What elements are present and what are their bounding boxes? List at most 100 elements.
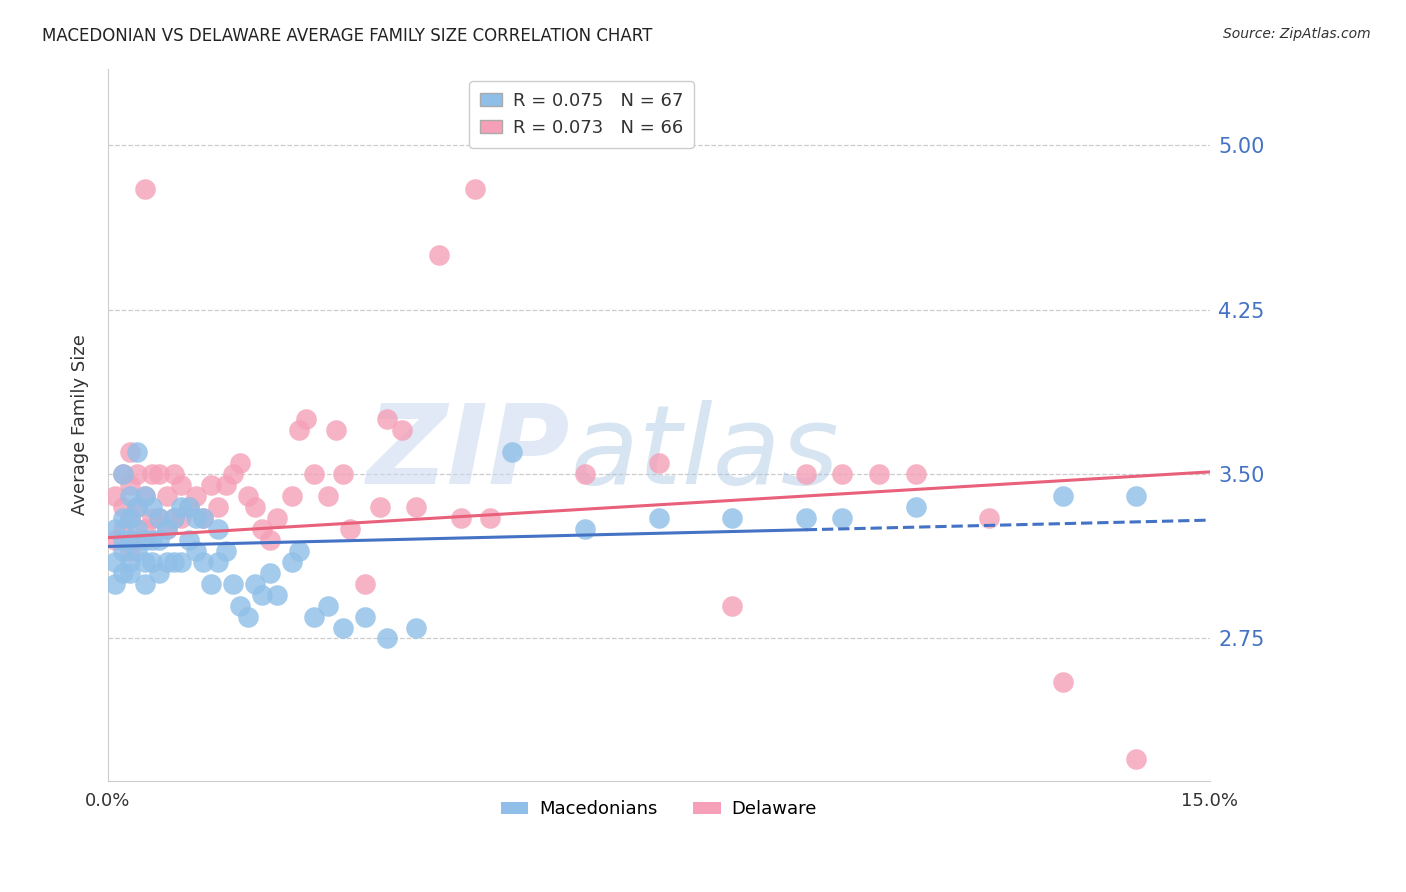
- Point: [868, 467, 890, 481]
- Point: [721, 599, 744, 613]
- Point: [111, 467, 134, 481]
- Point: [1125, 489, 1147, 503]
- Point: [464, 182, 486, 196]
- Point: [794, 511, 817, 525]
- Point: [141, 467, 163, 481]
- Point: [207, 522, 229, 536]
- Point: [170, 511, 193, 525]
- Point: [134, 489, 156, 503]
- Point: [127, 500, 149, 514]
- Point: [288, 544, 311, 558]
- Point: [127, 522, 149, 536]
- Point: [163, 511, 186, 525]
- Point: [574, 522, 596, 536]
- Point: [118, 533, 141, 547]
- Point: [141, 500, 163, 514]
- Point: [141, 533, 163, 547]
- Point: [127, 500, 149, 514]
- Point: [831, 511, 853, 525]
- Point: [200, 478, 222, 492]
- Point: [127, 445, 149, 459]
- Point: [391, 423, 413, 437]
- Point: [111, 522, 134, 536]
- Point: [236, 489, 259, 503]
- Point: [184, 544, 207, 558]
- Point: [904, 500, 927, 514]
- Point: [478, 511, 501, 525]
- Point: [163, 555, 186, 569]
- Point: [193, 511, 215, 525]
- Point: [118, 555, 141, 569]
- Point: [170, 555, 193, 569]
- Point: [243, 500, 266, 514]
- Point: [332, 467, 354, 481]
- Point: [288, 423, 311, 437]
- Point: [252, 588, 274, 602]
- Point: [229, 456, 252, 470]
- Point: [111, 533, 134, 547]
- Text: Source: ZipAtlas.com: Source: ZipAtlas.com: [1223, 27, 1371, 41]
- Point: [156, 555, 179, 569]
- Point: [134, 489, 156, 503]
- Point: [427, 248, 450, 262]
- Point: [118, 511, 141, 525]
- Point: [134, 555, 156, 569]
- Point: [148, 511, 170, 525]
- Point: [214, 544, 236, 558]
- Point: [156, 522, 179, 536]
- Point: [163, 511, 186, 525]
- Point: [318, 599, 340, 613]
- Point: [118, 544, 141, 558]
- Point: [266, 511, 288, 525]
- Point: [259, 566, 281, 580]
- Text: atlas: atlas: [571, 400, 839, 507]
- Y-axis label: Average Family Size: Average Family Size: [72, 334, 89, 516]
- Point: [501, 445, 523, 459]
- Point: [979, 511, 1001, 525]
- Point: [127, 533, 149, 547]
- Point: [111, 544, 134, 558]
- Point: [170, 500, 193, 514]
- Point: [148, 533, 170, 547]
- Point: [302, 609, 325, 624]
- Point: [156, 522, 179, 536]
- Point: [170, 478, 193, 492]
- Point: [794, 467, 817, 481]
- Point: [104, 533, 127, 547]
- Point: [259, 533, 281, 547]
- Point: [354, 609, 377, 624]
- Point: [375, 632, 398, 646]
- Point: [325, 423, 347, 437]
- Legend: Macedonians, Delaware: Macedonians, Delaware: [494, 793, 824, 825]
- Point: [1052, 675, 1074, 690]
- Point: [111, 500, 134, 514]
- Point: [111, 566, 134, 580]
- Point: [574, 467, 596, 481]
- Point: [104, 489, 127, 503]
- Point: [148, 566, 170, 580]
- Point: [280, 489, 302, 503]
- Point: [229, 599, 252, 613]
- Point: [214, 478, 236, 492]
- Point: [243, 576, 266, 591]
- Point: [134, 522, 156, 536]
- Point: [134, 576, 156, 591]
- Point: [141, 511, 163, 525]
- Point: [118, 566, 141, 580]
- Point: [354, 576, 377, 591]
- Point: [200, 576, 222, 591]
- Text: ZIP: ZIP: [367, 400, 571, 507]
- Point: [193, 555, 215, 569]
- Point: [302, 467, 325, 481]
- Point: [280, 555, 302, 569]
- Point: [127, 544, 149, 558]
- Point: [721, 511, 744, 525]
- Point: [156, 489, 179, 503]
- Point: [118, 489, 141, 503]
- Point: [318, 489, 340, 503]
- Point: [266, 588, 288, 602]
- Text: MACEDONIAN VS DELAWARE AVERAGE FAMILY SIZE CORRELATION CHART: MACEDONIAN VS DELAWARE AVERAGE FAMILY SI…: [42, 27, 652, 45]
- Point: [177, 500, 200, 514]
- Point: [104, 555, 127, 569]
- Point: [134, 533, 156, 547]
